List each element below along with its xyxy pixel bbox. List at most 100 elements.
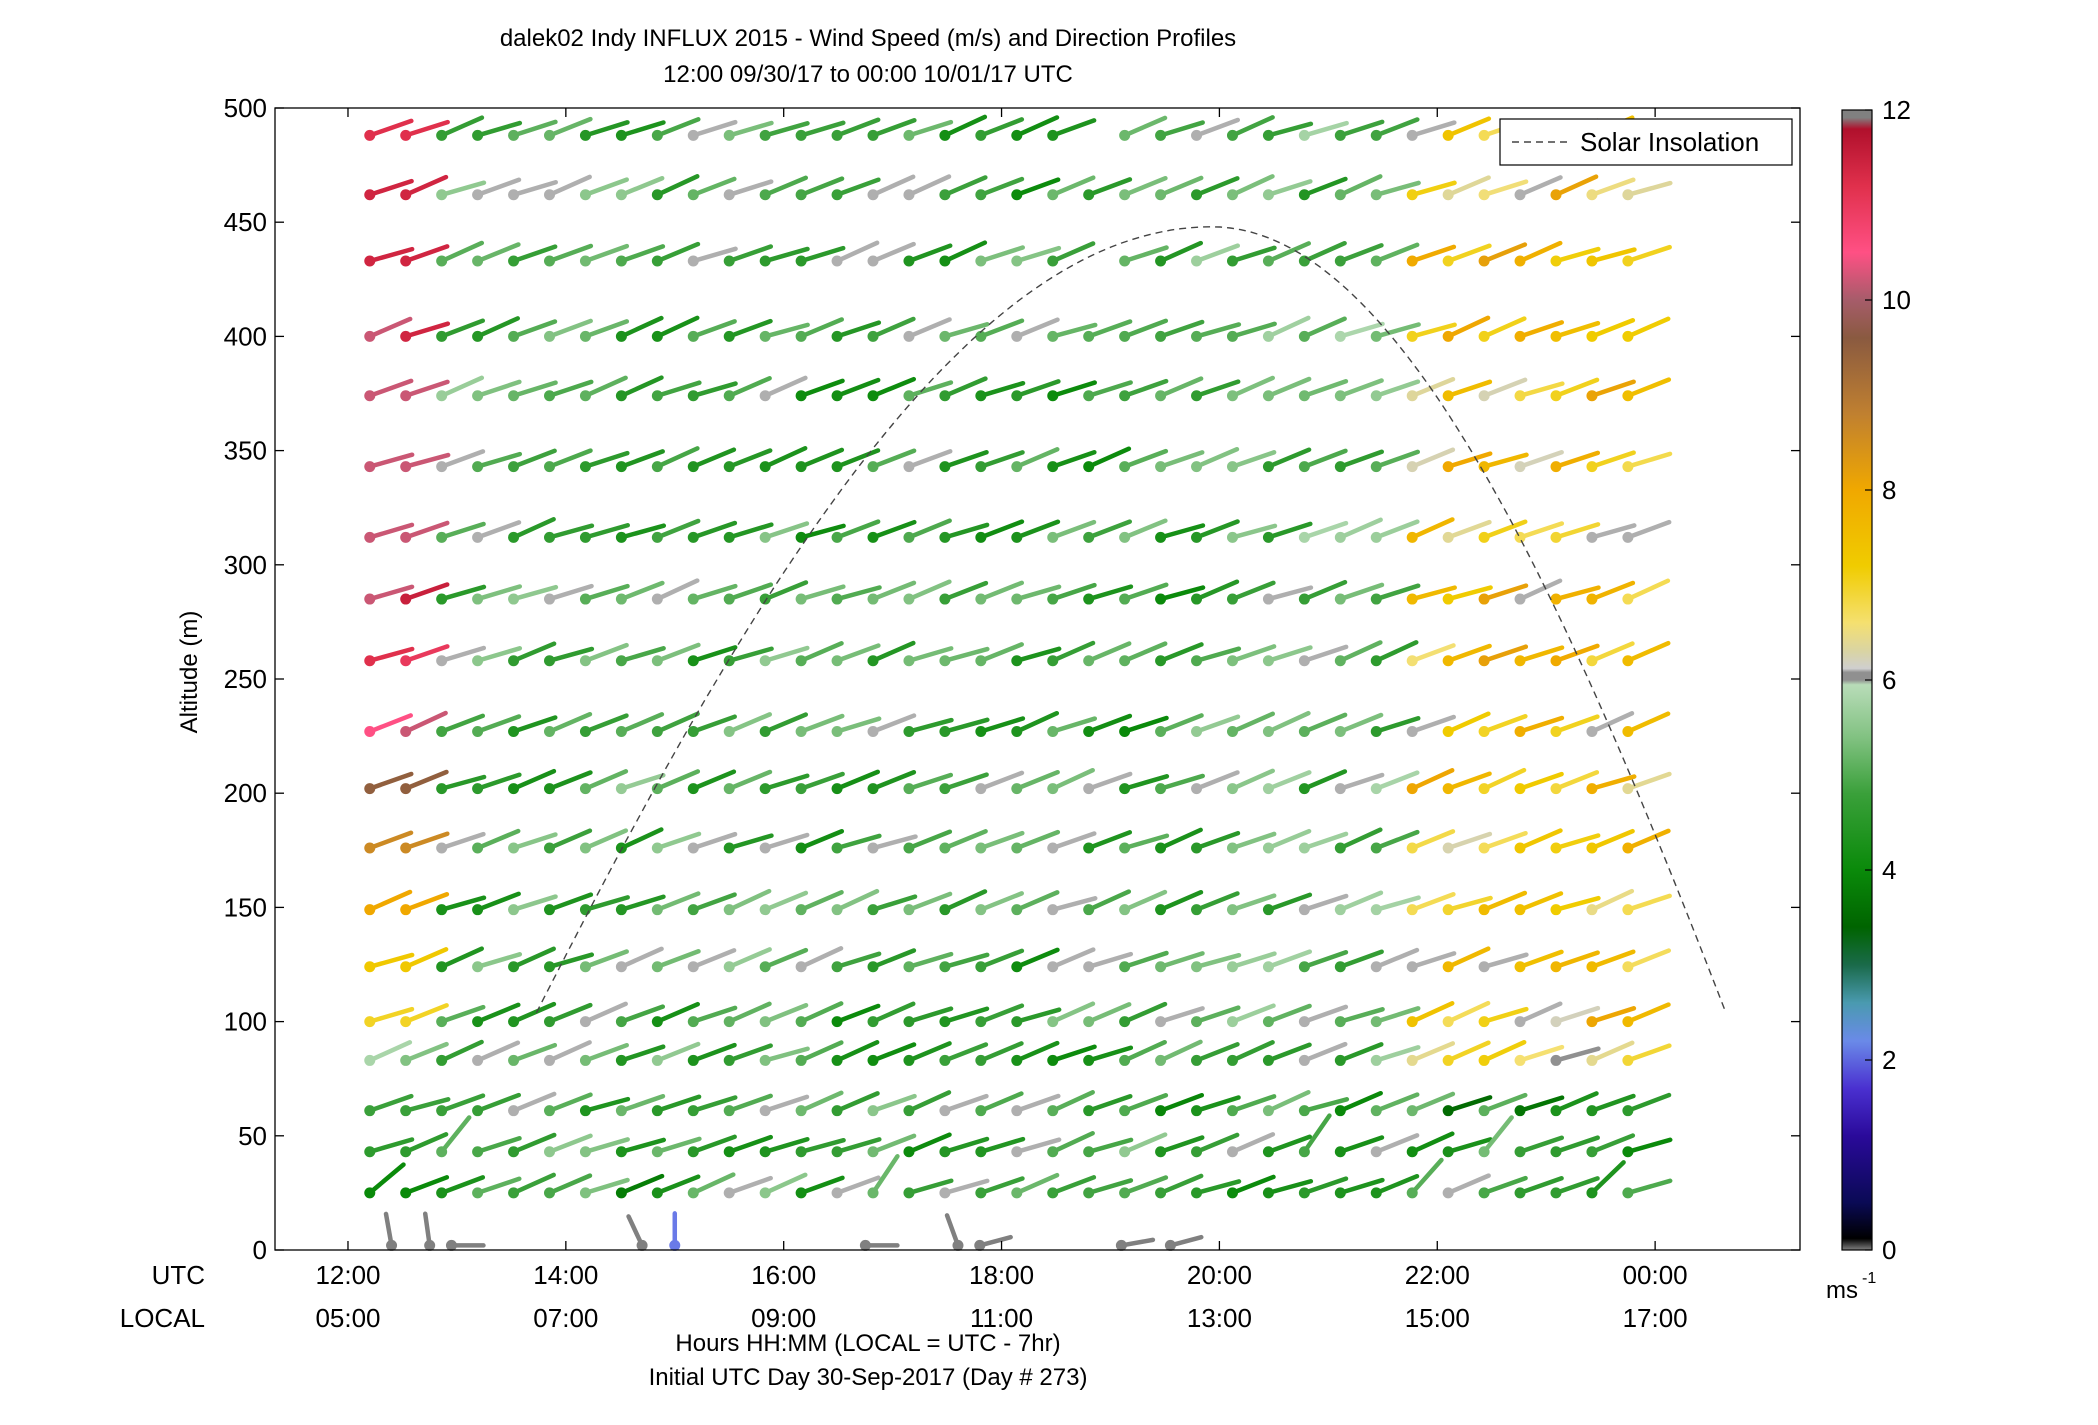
wind-barb-stick (870, 519, 917, 540)
wind-barb (1334, 378, 1384, 402)
wind-barb (1083, 1178, 1134, 1199)
wind-barb-stick (1194, 1005, 1241, 1024)
wind-barb (436, 713, 486, 738)
wind-barb-station (795, 1146, 807, 1158)
wind-barb-stick (1338, 321, 1385, 339)
wind-barb (615, 1093, 666, 1117)
colorbar-unit-superscript: -1 (1862, 1270, 1876, 1287)
legend-label: Solar Insolation (1580, 127, 1759, 157)
wind-barb-stick (1230, 1040, 1275, 1063)
wind-barb (867, 894, 918, 916)
wind-barb-stick (1481, 713, 1528, 734)
wind-barb-station (939, 461, 951, 473)
wind-barb (626, 1214, 648, 1251)
wind-barb (903, 380, 954, 402)
wind-barb-stick (1553, 714, 1600, 734)
wind-barb-station (472, 1054, 484, 1066)
wind-barb-stick (439, 240, 485, 264)
wind-barb-station (1298, 904, 1310, 916)
wind-barb-stick (1086, 177, 1133, 198)
wind-barb-station (1550, 1054, 1562, 1066)
wind-barb-station (1622, 255, 1634, 267)
wind-barb (1226, 375, 1275, 402)
wind-barb-station (508, 961, 520, 973)
wind-barb-stick (1194, 770, 1240, 791)
wind-barb-station (1370, 726, 1382, 738)
colorbar-tick-label: 12 (1882, 95, 1911, 125)
wind-barb-stick (1517, 1176, 1564, 1196)
wind-barb (1155, 376, 1204, 402)
wind-barb-stick (1266, 179, 1313, 198)
wind-barb (544, 1173, 593, 1199)
wind-barb-station (1191, 330, 1203, 342)
wind-barb-stick (1230, 893, 1277, 912)
wind-barb (831, 643, 881, 667)
wind-barb-station (1119, 390, 1131, 402)
wind-barb-stick (1481, 316, 1527, 339)
wind-barb-stick (619, 120, 666, 138)
wind-barb-station (400, 330, 412, 342)
wind-barb-stick (906, 1132, 952, 1155)
wind-barb-station (687, 655, 699, 667)
wind-barb-stick (1266, 892, 1313, 912)
wind-barb-station (867, 390, 879, 402)
wind-barb-station (1155, 904, 1167, 916)
wind-barb-stick (1122, 1001, 1168, 1024)
wind-barb (615, 120, 666, 141)
wind-barb (795, 1090, 844, 1117)
wind-barb-station (472, 129, 484, 141)
wind-barb (975, 245, 1025, 267)
wind-barb-station (867, 904, 879, 916)
y-tick-label: 350 (224, 436, 267, 466)
wind-barb (759, 1003, 809, 1028)
wind-barb-station (1586, 655, 1598, 667)
wind-barb (687, 645, 738, 667)
wind-barb-station (508, 842, 520, 854)
wind-barb (831, 716, 882, 738)
wind-barb-stick (367, 1137, 415, 1155)
wind-barb-station (1119, 904, 1131, 916)
wind-barb (867, 376, 917, 402)
wind-barb-station (939, 189, 951, 201)
wind-barb-stick (1553, 1046, 1601, 1063)
wind-barb (1011, 177, 1061, 201)
legend: Solar Insolation (1499, 118, 1793, 166)
wind-barb-stick (1374, 716, 1421, 734)
wind-barb-stick (1302, 769, 1348, 791)
wind-barb-station (1334, 531, 1346, 543)
wind-barb-stick (1589, 774, 1637, 791)
wind-barb-stick (655, 1001, 700, 1024)
wind-barb-stick (726, 769, 773, 791)
wind-barb-station (1298, 593, 1310, 605)
wind-barb (1119, 115, 1168, 141)
wind-barb (1550, 174, 1599, 201)
wind-barb (1442, 771, 1492, 795)
wind-barb-stick (1409, 517, 1455, 540)
wind-barb-station (436, 593, 448, 605)
wind-barb-stick (1158, 175, 1204, 198)
wind-barb-station (1191, 783, 1203, 795)
wind-barb (687, 831, 738, 854)
wind-barb-station (400, 189, 412, 201)
wind-barb (615, 244, 666, 267)
wind-barb-station (651, 129, 663, 141)
wind-barb-station (723, 330, 735, 342)
wind-barb-stick (1589, 828, 1635, 851)
y-tick-label: 450 (224, 207, 267, 237)
wind-barb (687, 892, 737, 916)
wind-barb-station (1514, 726, 1526, 738)
wind-barb (1370, 180, 1421, 201)
wind-barb-stick (1517, 1001, 1563, 1024)
wind-barb-stick (655, 174, 700, 198)
wind-barb-station (364, 390, 376, 402)
wind-barb-station (903, 726, 915, 738)
wind-barb-station (1442, 1105, 1454, 1117)
wind-barb-station (544, 461, 555, 473)
x-tick-label-utc: 22:00 (1405, 1260, 1470, 1290)
wind-barb-station (867, 1016, 879, 1028)
wind-barb-station (939, 783, 951, 795)
wind-barb (400, 379, 450, 402)
wind-barb-station (400, 1016, 412, 1028)
wind-barb-stick (1302, 831, 1349, 851)
wind-barb-station (472, 1105, 484, 1117)
